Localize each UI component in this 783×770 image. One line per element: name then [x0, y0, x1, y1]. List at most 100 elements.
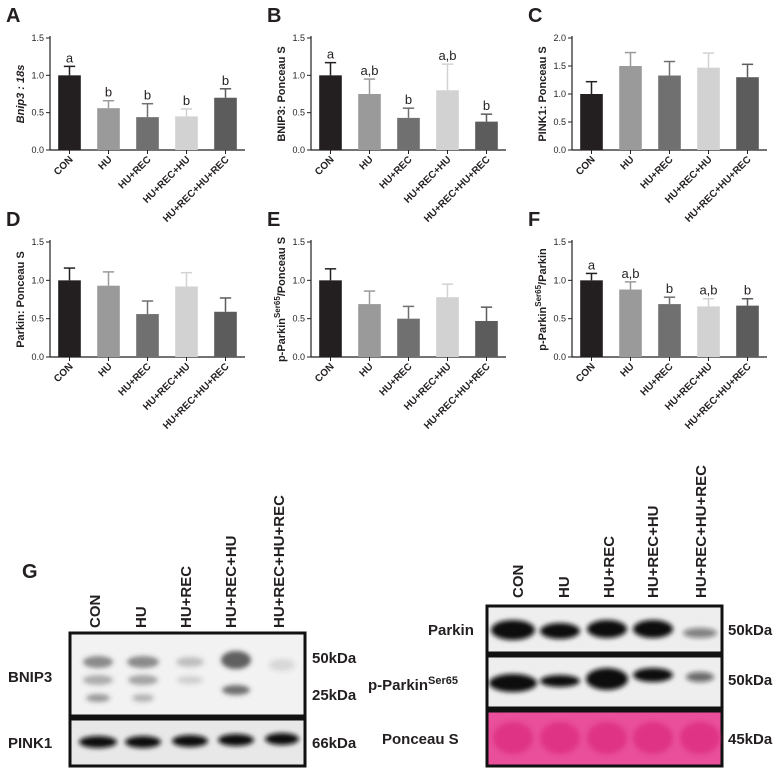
significance-label: a,b — [360, 63, 378, 78]
y-label-main: BNIP3: Ponceau S — [276, 46, 288, 141]
lane-label: HU — [556, 576, 573, 598]
x-tick-label: HU — [619, 154, 637, 172]
x-tick-label: HU+REC+HU+REC — [161, 154, 231, 224]
row-label: PINK1 — [8, 735, 52, 752]
x-tick-label: HU+REC+HU+REC — [161, 361, 231, 431]
row-label-main: p-Parkin — [368, 677, 428, 694]
bar — [619, 66, 642, 150]
bands — [79, 733, 299, 748]
bar — [136, 314, 159, 357]
lane-label: HU+REC — [601, 536, 618, 598]
x-tick-label: HU+REC+HU+REC — [683, 154, 753, 224]
lane-label: HU+REC+HU+REC — [693, 465, 710, 598]
y-label-tail: /Ponceau S — [276, 237, 288, 296]
y-label-tail: /Parkin — [537, 248, 549, 285]
y-label-main: p-Parkin — [276, 318, 288, 362]
significance-label: a,b — [621, 266, 639, 281]
x-tick-label: CON — [574, 361, 598, 385]
y-label-sup: Ser65 — [273, 296, 282, 318]
y-axis-label: BNIP3: Ponceau S — [276, 46, 288, 141]
significance-label: a — [588, 257, 596, 272]
y-tick-label: 0.5 — [292, 108, 305, 118]
y-tick-label: 0.5 — [31, 108, 44, 118]
bar — [358, 304, 381, 357]
panel-letter: C — [528, 5, 542, 27]
y-label-main: PINK1: Ponceau S — [537, 46, 549, 141]
bar — [397, 117, 420, 150]
bar — [658, 75, 681, 150]
bar — [319, 75, 342, 150]
significance-label: b — [666, 281, 673, 296]
bar — [175, 116, 198, 150]
bar — [319, 280, 342, 357]
row-label: p-ParkinSer65 — [368, 675, 458, 694]
y-tick-label: 1.0 — [292, 275, 305, 285]
y-axis-label: p-ParkinSer65/Ponceau S — [273, 237, 288, 362]
bar — [619, 289, 642, 357]
panel-letter: G — [22, 561, 38, 583]
panel-letter: A — [6, 5, 20, 27]
size-label: 50kDa — [312, 650, 357, 667]
bar — [97, 285, 120, 357]
x-tick-label: HU+REC — [117, 361, 154, 398]
x-tick-label: CON — [52, 154, 76, 178]
bar-chart: Ep-ParkinSer65/Ponceau S 0.0 0.5 1.0 1.5 CON H… — [267, 209, 506, 432]
x-tick-label: CON — [574, 154, 598, 178]
y-axis-label: PINK1: Ponceau S — [537, 46, 549, 141]
significance-label: a,b — [438, 48, 456, 63]
y-tick-label: 0.0 — [553, 145, 566, 155]
y-tick-label: 0.0 — [553, 352, 566, 362]
lane-label: HU+REC+HU+REC — [271, 495, 288, 628]
y-tick-label: 0.5 — [553, 314, 566, 324]
size-label: 66kDa — [312, 735, 357, 752]
bar — [697, 67, 720, 150]
bar — [175, 286, 198, 357]
lane-label: CON — [510, 565, 527, 598]
bar — [697, 306, 720, 357]
bar — [97, 108, 120, 150]
bar — [214, 97, 237, 150]
bar — [358, 94, 381, 150]
x-tick-label: HU+REC+HU+REC — [422, 361, 492, 431]
y-tick-label: 1.5 — [553, 61, 566, 71]
panel-letter: B — [267, 5, 281, 27]
y-tick-label: 1.5 — [292, 237, 305, 247]
panel-letter: E — [267, 209, 280, 231]
bar-chart: B BNIP3: Ponceau S 0.0 0.5 1.0 1.5 CON a HU a,b HU… — [267, 5, 506, 225]
x-tick-label: CON — [313, 361, 337, 385]
bands — [491, 620, 717, 640]
x-tick-label: HU+REC — [378, 154, 415, 191]
row-label-sup: Ser65 — [428, 675, 458, 687]
bar — [214, 311, 237, 357]
bar-chart: A Bnip3 : 18s 0.0 0.5 1.0 1.5 CON a HU b HU+REC b HU… — [6, 5, 245, 225]
y-label-main: p-Parkin — [537, 306, 549, 350]
significance-label: a — [66, 50, 74, 65]
y-tick-label: 0.0 — [31, 352, 44, 362]
size-label: 50kDa — [728, 672, 773, 689]
significance-label: b — [483, 98, 490, 113]
x-tick-label: HU — [358, 154, 376, 172]
x-tick-label: HU+REC — [639, 154, 676, 191]
lane-label: HU+REC — [178, 566, 195, 628]
y-tick-label: 1.5 — [31, 33, 44, 43]
y-axis-label: Bnip3 : 18s — [15, 65, 27, 124]
bar — [58, 280, 81, 357]
x-tick-label: HU+REC — [639, 361, 676, 398]
y-tick-label: 0.0 — [292, 352, 305, 362]
y-label-sup: Ser65 — [534, 284, 543, 306]
significance-label: b — [405, 92, 412, 107]
y-tick-label: 1.0 — [553, 89, 566, 99]
size-label: 45kDa — [728, 731, 773, 748]
lane-label: CON — [87, 595, 104, 628]
right-blot: CON HU HU+REC HU+REC+HU HU+REC+HU+REC Pa… — [368, 465, 773, 768]
y-tick-label: 1.5 — [553, 237, 566, 247]
y-tick-label: 0.5 — [553, 117, 566, 127]
y-tick-label: 0.5 — [31, 314, 44, 324]
y-label-main: Bnip3 : 18s — [15, 65, 27, 124]
panel-letter: F — [528, 209, 540, 231]
y-tick-label: 0.0 — [292, 145, 305, 155]
bar — [436, 90, 459, 150]
